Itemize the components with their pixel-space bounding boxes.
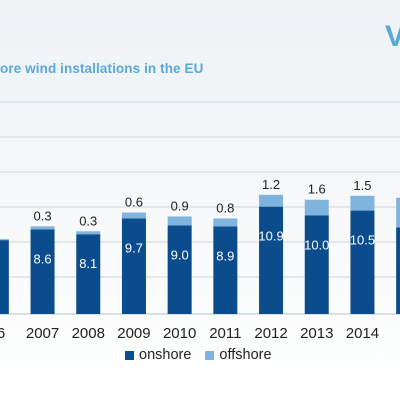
data-label-onshore: 9.7 [125,240,143,255]
bar-onshore [259,206,284,314]
x-tick-label: 2011 [209,325,241,342]
bar-onshore [396,227,400,314]
data-label-offshore: 1.2 [262,177,280,192]
bar-onshore [76,234,101,314]
data-label-onshore: 8.9 [216,248,234,263]
legend: onshore offshore [125,347,286,363]
bar-offshore [304,199,329,216]
logo-fragment-icon: V [385,20,400,53]
bar-onshore [350,210,375,314]
data-label-onshore: 8.1 [79,256,97,271]
legend-label-offshore: offshore [219,347,272,363]
x-tick-label: 2012 [254,325,287,342]
data-label-onshore: 8.6 [34,251,52,266]
x-tick-label: 06 [0,325,5,342]
data-label-onshore: 10.0 [304,238,329,253]
bar-onshore [167,225,192,314]
legend-swatch-offshore [205,350,215,360]
x-tick-label: 2010 [163,325,196,342]
data-label-offshore: 0.3 [79,213,97,228]
chart-title: ore wind installations in the EU [0,61,204,76]
bar-offshore [76,231,101,235]
bar-offshore [259,194,284,207]
x-tick-label: 2009 [117,325,150,342]
bar-onshore [121,218,146,314]
bar-onshore [0,240,9,314]
legend-item-onshore: onshore [125,347,191,363]
data-label-offshore: 1.5 [353,178,371,193]
legend-swatch-onshore [125,350,134,360]
bar-offshore [121,212,146,219]
data-label-offshore: 0.8 [216,200,234,215]
data-label-onshore: 10.5 [350,233,375,248]
data-label-offshore: 0.6 [125,195,143,210]
legend-item-offshore: offshore [205,347,272,363]
bar-offshore [30,226,55,230]
bar-offshore [0,239,9,241]
data-label-offshore: 1.6 [308,182,326,197]
x-tick-label: 2007 [26,325,59,342]
x-tick-label: 2013 [300,325,333,342]
bar-offshore [350,195,375,211]
data-label-offshore: 0.3 [34,208,52,223]
bar-onshore [304,215,329,314]
bar-onshore [30,229,55,314]
data-label-offshore: 0.9 [171,198,189,213]
bar-offshore [167,216,192,226]
x-tick-label: 2008 [72,325,105,342]
data-label-onshore: 9.0 [171,247,189,262]
bar-offshore [213,218,238,227]
legend-label-onshore: onshore [139,347,192,363]
x-tick-label: 2014 [346,325,379,342]
bar-onshore [213,226,238,314]
data-label-onshore: 10.9 [258,229,283,244]
bar-offshore [396,197,400,228]
